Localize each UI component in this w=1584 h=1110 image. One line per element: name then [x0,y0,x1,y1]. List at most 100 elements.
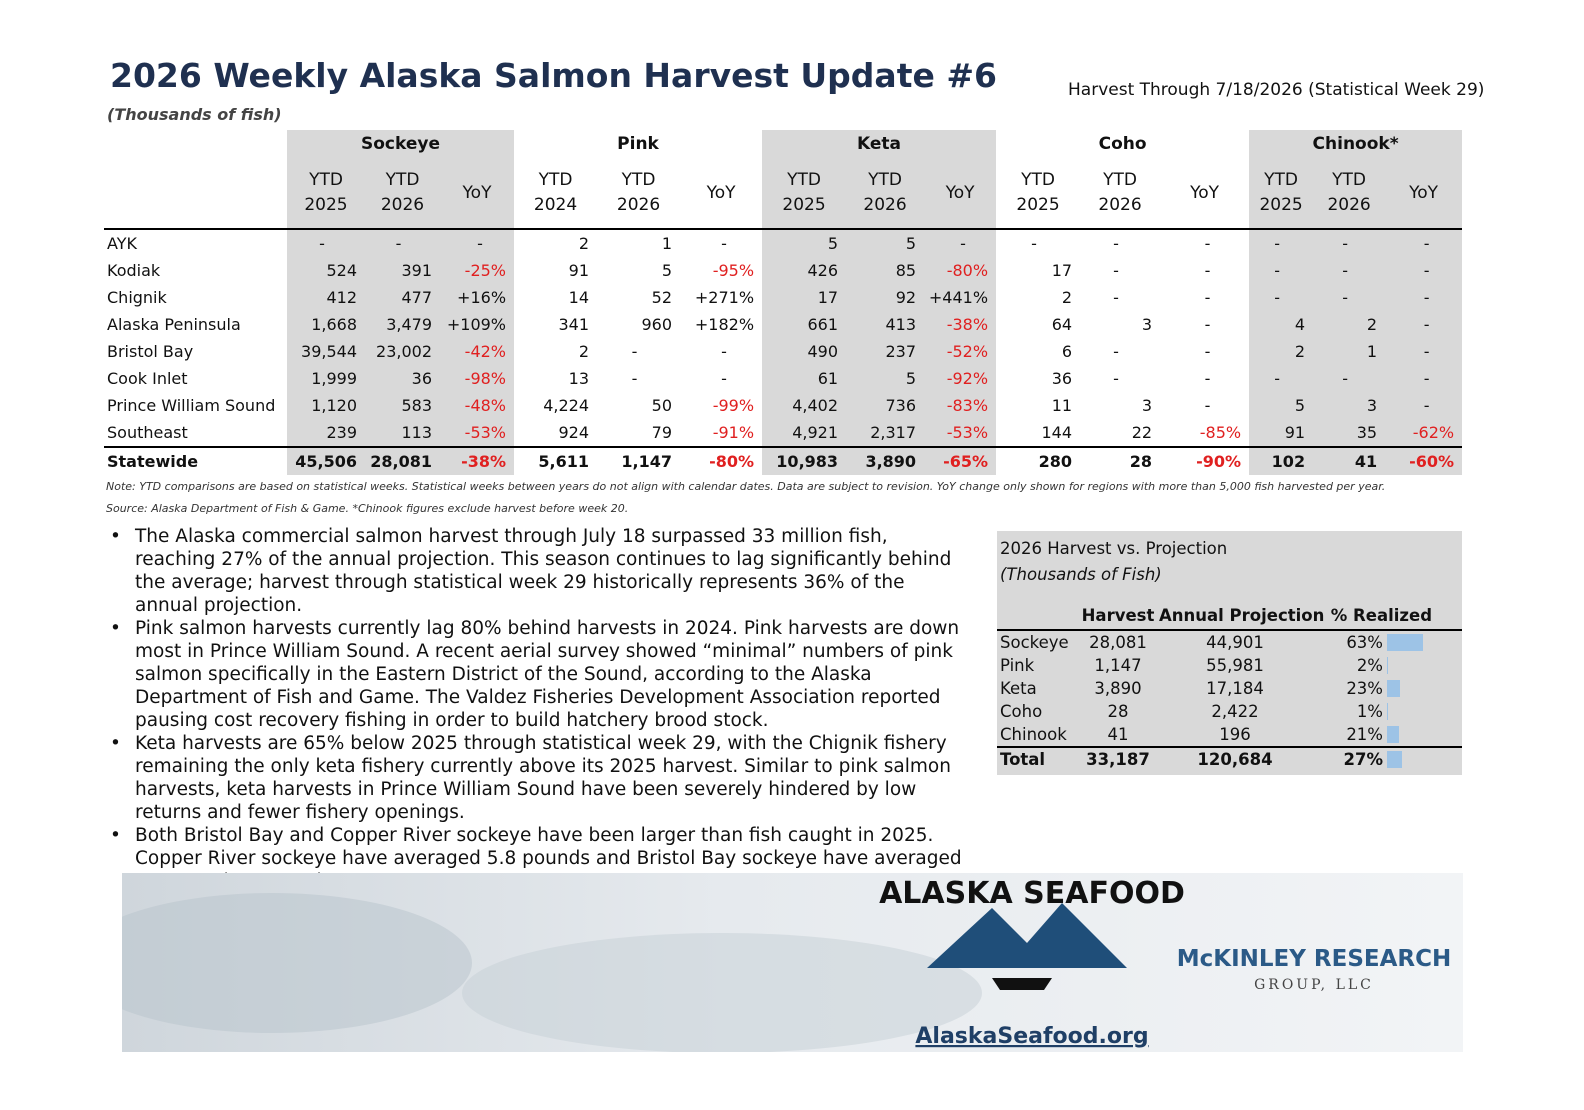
column-header: YoY [1160,158,1250,230]
cell: - [1249,365,1314,392]
column-header-line: YTD [868,170,902,190]
cell: - [1204,234,1211,253]
group-row: Sockeye Pink Keta Coho Chinook* [104,130,1463,158]
column-header: YTD 2025 [996,158,1081,230]
column-header-line: 2026 [616,195,661,215]
cell: 1,120 [287,392,365,419]
cell: -53% [440,419,515,447]
cell: - [1113,369,1119,388]
cell: 6 [1061,342,1073,361]
cell: 144 [1041,423,1073,442]
column-header-line: YoY [706,182,736,203]
cell: 61 [762,365,847,392]
realized-bar [1387,703,1388,720]
column-header-line: YTD [309,170,343,190]
cell: +16% [440,284,515,311]
cell: -80% [924,257,997,284]
projection-column: Annual Projection [1159,602,1324,631]
cell: - [1113,261,1119,280]
cell: 11 [1051,396,1073,415]
cell: -53% [924,419,997,447]
cell: - [721,342,727,361]
data-row: Kodiak 524 391 -25% 91 5 -95% 426 85 -80% 17- - - - - [104,257,1463,284]
region: Bristol Bay [107,342,194,361]
cell: -85% [1199,423,1242,442]
cell: -62% [1385,419,1463,447]
cell: +109% [440,311,515,338]
cell: - [631,369,638,388]
cell: 35 [1313,419,1386,447]
projection: 55,981 [1206,656,1264,675]
cell: 391 [365,257,440,284]
projection-box: 2026 Harvest vs. Projection (Thousands o… [997,531,1463,775]
projection: 17,184 [1206,679,1264,698]
column-header: YoY [924,158,997,230]
cell: - [1249,229,1314,257]
cell: - [1249,284,1314,311]
footer-banner: ALASKA SEAFOOD AlaskaSeafood.org McKINLE… [122,873,1463,1052]
cell: 52 [651,288,673,307]
data-row: Cook Inlet 1,999 36 -98% 13- -61 5 -92% 36- - - - - [104,365,1463,392]
note: Note: YTD comparisons are based on stati… [106,480,1386,493]
column-header: YoY [680,158,763,230]
cell: - [1385,365,1463,392]
decor [122,893,472,1033]
cell: -52% [924,338,997,365]
species: Sockeye [1000,633,1069,652]
column-header-line: YTD [538,170,573,190]
bullet: Pink salmon harvests currently lag 80% b… [110,617,970,732]
cell: - [1204,288,1211,307]
column-header-line: YTD [621,170,656,190]
cell: - [1204,396,1211,415]
cell: 960 [641,315,673,334]
cell: 45,506 [287,446,365,475]
cell: - [1031,234,1037,253]
cell: 4,921 [762,419,847,447]
cell: 426 [762,257,847,284]
bar-cell [1387,654,1462,677]
column-header: YTD 2025 [762,158,847,230]
cell: 50 [651,396,673,415]
cell: 5,611 [514,446,598,475]
blank [104,158,287,230]
bar-cell [1387,700,1462,723]
logo-text: ALASKA SEAFOOD [879,876,1185,911]
cell: 2 [578,234,590,253]
projection-row: Chinook 41 196 21% [997,723,1462,747]
cell: 3 [1141,396,1153,415]
cell: -90% [1160,446,1250,475]
column-header: YoY [1385,158,1463,230]
bar-cell [1387,677,1462,700]
cell: -48% [440,392,515,419]
cell: 36 [1051,369,1073,388]
harvest: 28 [1107,702,1129,721]
realized: 21% [1346,725,1383,744]
cell: 2 [1061,288,1073,307]
cell: 102 [1249,446,1314,475]
realized-bar [1387,751,1403,768]
cell: - [924,229,997,257]
region: Alaska Peninsula [107,315,241,334]
realized-bar [1387,680,1401,697]
cell: - [1385,311,1463,338]
projection: 196 [1219,725,1251,744]
logo-boat [992,978,1052,990]
group-header: Coho [1098,134,1147,154]
blank [997,602,1077,631]
cell: 2 [1313,311,1386,338]
data-row: Prince William Sound 1,120 583 -48% 4,224 50 -… [104,392,1463,419]
cell: -95% [712,261,755,280]
column-header-line: 2025 [304,195,348,215]
cell: - [721,369,727,388]
cell: - [1313,229,1386,257]
cell: 2 [1249,338,1314,365]
cell: -98% [440,365,515,392]
blank [104,130,287,158]
cell: 113 [365,419,440,447]
projection-column: % Realized [1311,602,1463,631]
cell: 91 [568,261,590,280]
cell: 5 [846,365,925,392]
cell: - [1113,288,1119,307]
group-header: Pink [617,134,659,154]
